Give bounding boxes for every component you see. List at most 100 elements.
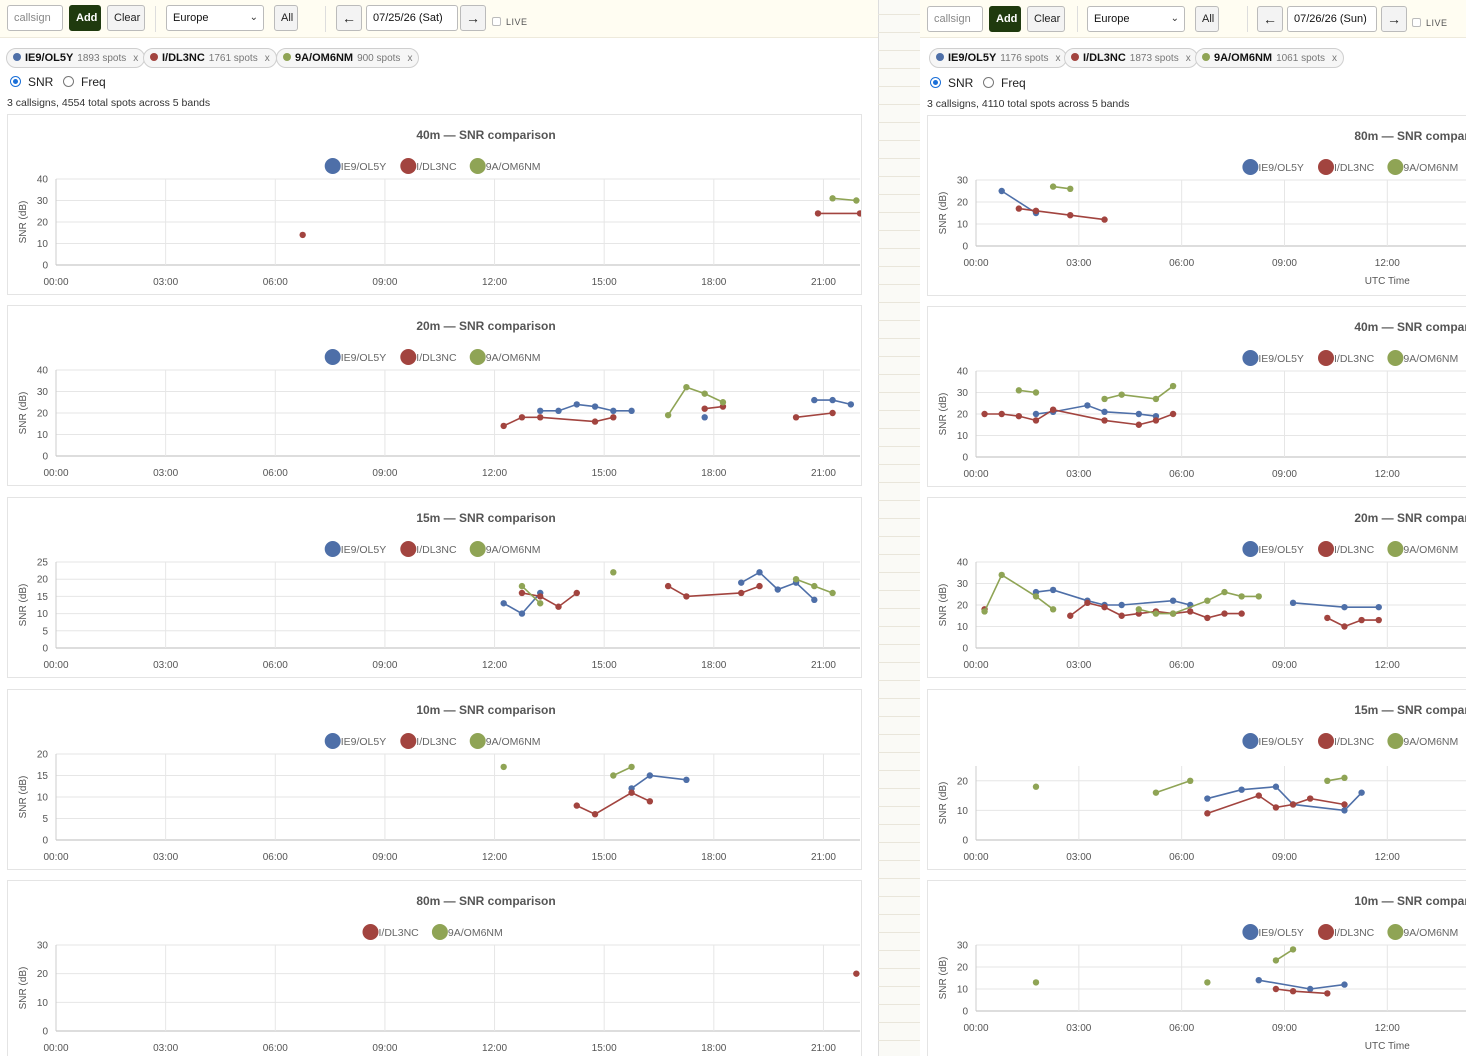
x-tick-label: 03:00	[153, 277, 178, 288]
data-point	[1152, 417, 1160, 424]
divider-rule	[878, 716, 920, 717]
y-tick-label: 10	[37, 239, 49, 250]
callsign-input[interactable]: callsign	[927, 6, 983, 32]
data-point	[1255, 792, 1262, 799]
divider-rule	[878, 104, 920, 105]
data-point	[1221, 610, 1228, 617]
callsign-chip[interactable]: IE9/OL5Y 1176 spots x	[929, 48, 1068, 68]
region-select[interactable]: Europe ⌄	[166, 5, 264, 31]
x-tick-label: 03:00	[153, 852, 178, 863]
mode-freq-radio[interactable]: Freq	[983, 76, 1026, 90]
remove-chip-icon[interactable]: x	[1185, 53, 1191, 64]
x-tick-label: 21:00	[811, 277, 836, 288]
y-tick-label: 40	[37, 175, 49, 186]
data-point	[1135, 410, 1143, 418]
data-point	[998, 187, 1005, 195]
data-point	[591, 403, 599, 410]
mode-snr-radio[interactable]: SNR	[10, 75, 53, 89]
callsign-chip[interactable]: IE9/OL5Y 1893 spots x	[6, 48, 146, 68]
divider-rule	[878, 842, 920, 843]
divider-rule	[878, 248, 920, 249]
prev-day-button[interactable]: ←	[1257, 6, 1283, 32]
y-tick-label: 20	[957, 963, 969, 974]
x-tick-label: 00:00	[963, 258, 988, 269]
region-select[interactable]: Europe ⌄	[1087, 6, 1185, 32]
next-day-button[interactable]: →	[460, 5, 486, 31]
live-toggle[interactable]: LIVE	[492, 17, 528, 27]
data-point	[664, 582, 672, 590]
data-point	[500, 600, 507, 607]
add-button[interactable]: Add	[69, 5, 101, 31]
legend-label: 9A/OM6NM	[486, 352, 541, 364]
all-button[interactable]: All	[274, 5, 298, 31]
date-field[interactable]: 07/26/26 (Sun)	[1287, 6, 1377, 32]
y-tick-label: 10	[957, 806, 969, 817]
mode-snr-radio[interactable]: SNR	[930, 76, 973, 90]
live-label: LIVE	[506, 17, 528, 27]
mode-freq-radio[interactable]: Freq	[63, 75, 106, 89]
chart-title: 80m — SNR comparison	[416, 894, 555, 908]
data-point	[610, 772, 617, 779]
next-day-button[interactable]: →	[1381, 6, 1407, 32]
data-point	[1169, 597, 1177, 604]
data-point	[1289, 988, 1297, 995]
live-toggle[interactable]: LIVE	[1412, 18, 1448, 28]
divider-rule	[878, 752, 920, 753]
divider-rule	[878, 446, 920, 447]
divider-rule	[878, 230, 920, 231]
legend-label: 9A/OM6NM	[1403, 736, 1458, 748]
data-point	[1358, 789, 1365, 796]
divider-rule	[878, 644, 920, 645]
callsign-chip[interactable]: I/DL3NC 1873 spots x	[1064, 48, 1198, 68]
data-point	[683, 384, 690, 391]
callsign-chip[interactable]: 9A/OM6NM 1061 spots x	[1195, 48, 1344, 68]
x-tick-label: 06:00	[263, 468, 288, 479]
live-checkbox[interactable]	[492, 17, 501, 26]
snr-chart: 10m — SNR comparison IE9/OL5Y I/DL3NC 9A/OM…	[938, 894, 1466, 1052]
divider-rule	[878, 320, 920, 321]
data-point	[1015, 387, 1023, 394]
band-chart-card: 15m — SNR comparison IE9/OL5Y I/DL3NC 9A/OM…	[927, 689, 1466, 870]
add-button[interactable]: Add	[989, 6, 1021, 32]
radio-button[interactable]	[983, 77, 994, 88]
remove-chip-icon[interactable]: x	[1055, 53, 1061, 64]
callsign-input[interactable]: callsign	[7, 5, 63, 31]
clear-button[interactable]: Clear	[107, 5, 145, 31]
x-tick-label: 09:00	[372, 1043, 397, 1054]
radio-button[interactable]	[930, 77, 941, 88]
prev-day-button[interactable]: ←	[336, 5, 362, 31]
day-panel-left: callsign Add Clear Europe ⌄ All ← 07/25/2…	[0, 0, 878, 1056]
data-point	[856, 210, 861, 217]
live-checkbox[interactable]	[1412, 18, 1421, 27]
x-tick-label: 06:00	[263, 1043, 288, 1054]
clear-button[interactable]: Clear	[1027, 6, 1065, 32]
chart-title: 20m — SNR comparison	[1354, 511, 1466, 525]
divider-rule	[878, 806, 920, 807]
legend-label: I/DL3NC	[416, 544, 457, 556]
data-point	[1341, 807, 1348, 814]
divider-rule	[878, 482, 920, 483]
remove-chip-icon[interactable]: x	[1332, 53, 1337, 64]
y-tick-label: 40	[957, 558, 969, 569]
divider-rule	[878, 518, 920, 519]
date-field[interactable]: 07/25/26 (Sat)	[366, 5, 458, 31]
data-point	[981, 410, 988, 418]
remove-chip-icon[interactable]: x	[264, 53, 270, 64]
callsign-chip[interactable]: I/DL3NC 1761 spots x	[143, 48, 277, 68]
legend-swatch	[469, 158, 486, 174]
remove-chip-icon[interactable]: x	[407, 53, 413, 64]
y-tick-label: 30	[957, 941, 969, 952]
data-point	[1032, 389, 1040, 396]
radio-button[interactable]	[63, 76, 74, 87]
remove-chip-icon[interactable]: x	[133, 53, 139, 64]
data-point	[1169, 610, 1177, 617]
data-point	[683, 593, 690, 600]
data-point	[1272, 985, 1280, 993]
all-button[interactable]: All	[1195, 6, 1219, 32]
divider-rule	[878, 356, 920, 357]
divider-rule	[878, 662, 920, 663]
radio-button[interactable]	[10, 76, 21, 87]
legend-label: I/DL3NC	[1334, 736, 1375, 748]
x-tick-label: 12:00	[1375, 258, 1400, 269]
callsign-chip[interactable]: 9A/OM6NM 900 spots x	[276, 48, 420, 68]
